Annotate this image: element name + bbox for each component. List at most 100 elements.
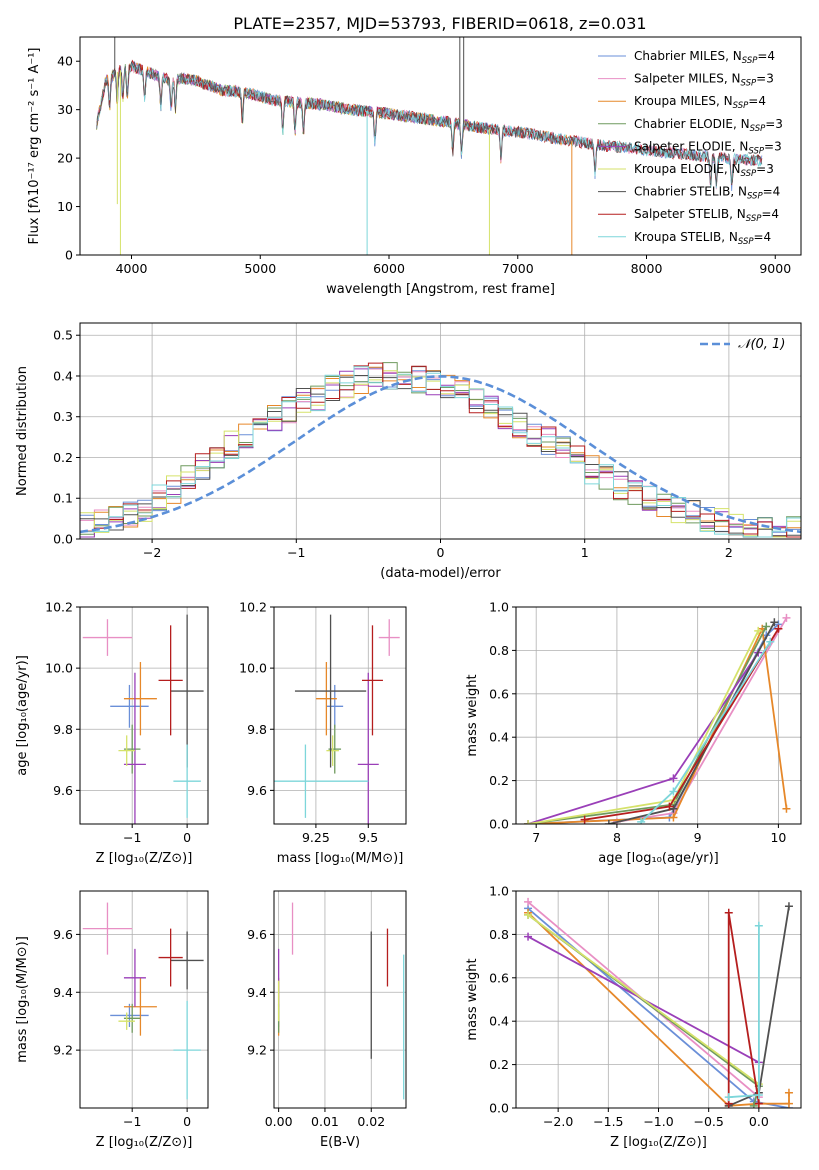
normal-reference-curve (80, 375, 801, 534)
weight-point-marker (669, 813, 678, 822)
axes-frame (79, 36, 802, 256)
axes-frame (515, 890, 802, 1109)
y-tick-label: 0.2 (489, 1057, 509, 1072)
spectrum-series-line (96, 62, 763, 189)
axes-frame (515, 606, 802, 825)
y-tick-label: 0.0 (53, 532, 73, 547)
x-axis-label: wavelength [Angstrom, rest frame] (326, 282, 555, 297)
axes-frame (273, 890, 407, 1109)
weight-vs-Z-chart: −2.0 −1.5 −1.0 −0.5 0.0 0.0 0.2 0.4 0.6 0.8 1.0 Z [… (465, 884, 802, 1150)
weight-point-marker (524, 820, 533, 824)
weight-point-marker (754, 921, 763, 930)
weight-series-line (528, 625, 788, 824)
weight-point-marker (724, 908, 733, 917)
age-vs-mass-chart: 9.25 9.5 9.6 9.8 10.0 10.2 mass [log₁₀(M/M⊙)] (239, 600, 407, 866)
weight-point-marker (754, 626, 763, 635)
legend-entry: Salpeter MILES, NSSP=3 (634, 72, 774, 89)
legend-entry: 𝒩(0, 1) (738, 337, 785, 352)
weight-point-marker (524, 910, 533, 919)
weight-vs-age-plot-area (524, 613, 791, 824)
x-tick-label: 8000 (631, 261, 663, 276)
x-tick-label: −1 (123, 830, 141, 845)
mass-vs-Z-chart: −1 0 9.2 9.4 9.6 Z [log₁₀(Z/Z⊙)] mass [log₁₀(M… (15, 890, 209, 1150)
x-tick-label: 0.02 (357, 1114, 385, 1129)
spectrum-plot-area (96, 37, 763, 255)
y-tick-label: 0.0 (489, 817, 509, 832)
axes-frame (79, 322, 802, 540)
axes-frame (79, 606, 209, 825)
y-axis-label: Normed distribution (15, 366, 30, 496)
axes-frame (273, 606, 407, 825)
y-tick-label: 0.4 (53, 368, 73, 383)
weight-point-marker (669, 774, 678, 783)
x-tick-label: 7000 (502, 261, 534, 276)
spectrum-series-line (96, 61, 763, 187)
weight-point-marker (749, 1101, 758, 1108)
weight-point-marker (784, 1099, 793, 1108)
weight-point-marker (524, 932, 533, 941)
x-axis-label: age [log₁₀(age/yr)] (598, 851, 719, 866)
legend-entry: Kroupa ELODIE, NSSP=3 (634, 162, 774, 179)
mass-vs-Z-plot-area (82, 902, 204, 1100)
weight-point-marker (669, 787, 678, 796)
y-tick-label: 1.0 (489, 884, 509, 899)
x-tick-label: −2.0 (543, 1114, 573, 1129)
y-tick-label: 10.0 (239, 661, 267, 676)
legend-entry: Salpeter STELIB, NSSP=4 (634, 207, 779, 224)
y-tick-label: 0.4 (489, 1014, 509, 1029)
x-axis-label: mass [log₁₀(M/M⊙)] (277, 851, 404, 866)
y-tick-label: 9.4 (247, 985, 267, 1000)
x-tick-label: 9 (694, 830, 702, 845)
x-axis-label: (data-model)/error (380, 566, 501, 581)
figure-title: PLATE=2357, MJD=53793, FIBERID=0618, z=0… (233, 14, 646, 33)
x-axis-label: Z [log₁₀(Z/Z⊙)] (610, 1135, 707, 1150)
y-tick-label: 0.1 (53, 491, 73, 506)
y-tick-label: 9.8 (53, 722, 73, 737)
weight-point-marker (754, 1090, 763, 1099)
histogram-series (80, 366, 801, 538)
spectrum-chart: 4000 5000 6000 7000 8000 9000 0 10 20 30 40 wavelen… (27, 36, 802, 297)
mass-vs-ebv-plot-area (277, 902, 405, 1100)
x-tick-label: −1 (123, 1114, 141, 1129)
x-tick-label: 9.5 (358, 830, 378, 845)
residuals-plot-area (80, 362, 801, 538)
legend-entry: Kroupa STELIB, NSSP=4 (634, 230, 771, 247)
weight-point-marker (669, 804, 678, 813)
y-tick-label: 9.2 (247, 1043, 267, 1058)
y-tick-label: 0.2 (489, 773, 509, 788)
spectrum-legend: Chabrier MILES, NSSP=4 Salpeter MILES, NS… (598, 49, 783, 247)
weight-series-line (528, 623, 779, 824)
y-tick-label: 0.8 (489, 643, 509, 658)
y-tick-label: 9.4 (53, 985, 73, 1000)
x-tick-label: 6000 (373, 261, 405, 276)
weight-point-marker (524, 897, 533, 906)
x-axis-label: Z [log₁₀(Z/Z⊙)] (96, 851, 193, 866)
weight-series-line (527, 652, 759, 824)
age-vs-mass-plot-area (274, 614, 400, 824)
x-tick-label: 1 (581, 545, 589, 560)
mass-vs-ebv-chart: 0.00 0.01 0.02 9.2 9.4 9.6 E(B-V) (247, 890, 407, 1150)
legend-entry: Kroupa MILES, NSSP=4 (634, 94, 766, 111)
x-tick-label: 8 (613, 830, 621, 845)
legend-entry: Chabrier STELIB, NSSP=4 (634, 185, 780, 202)
y-tick-label: 20 (57, 151, 73, 166)
y-tick-label: 10.2 (239, 600, 267, 615)
y-tick-label: 0.2 (53, 450, 73, 465)
weight-series-line (527, 914, 760, 1085)
weight-point-marker (784, 1088, 793, 1097)
x-tick-label: −1 (287, 545, 305, 560)
x-tick-label: 9000 (759, 261, 791, 276)
y-tick-label: 1.0 (489, 600, 509, 615)
weight-series-line (527, 626, 768, 824)
weight-point-marker (665, 802, 674, 811)
legend-entry: Chabrier ELODIE, NSSP=3 (634, 117, 783, 134)
x-tick-label: 9.25 (302, 830, 330, 845)
age-vs-Z-plot-area (82, 614, 204, 824)
x-tick-label: 2 (725, 545, 733, 560)
y-tick-label: 9.2 (53, 1043, 73, 1058)
y-tick-label: 9.6 (247, 927, 267, 942)
weight-point-marker (637, 817, 646, 824)
weight-point-marker (766, 637, 775, 646)
weight-point-marker (782, 804, 791, 813)
y-axis-label: Flux [fλ10⁻¹⁷ erg cm⁻² s⁻¹ A⁻¹] (27, 48, 42, 245)
